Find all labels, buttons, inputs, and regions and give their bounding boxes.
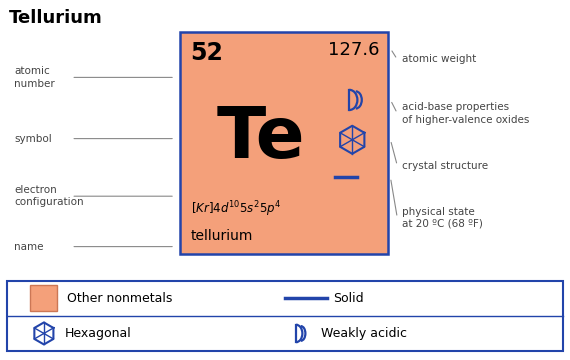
Text: atomic
number: atomic number: [14, 66, 55, 89]
Text: crystal structure: crystal structure: [402, 161, 488, 171]
FancyBboxPatch shape: [30, 285, 57, 311]
Text: Tellurium: Tellurium: [9, 9, 102, 27]
Text: 52: 52: [190, 41, 223, 66]
Text: physical state
at 20 ºC (68 ºF): physical state at 20 ºC (68 ºF): [402, 207, 483, 229]
Text: tellurium: tellurium: [191, 229, 253, 243]
Text: acid-base properties
of higher-valence oxides: acid-base properties of higher-valence o…: [402, 102, 529, 125]
Text: Te: Te: [217, 104, 305, 173]
Text: symbol: symbol: [14, 134, 52, 144]
Text: Other nonmetals: Other nonmetals: [67, 292, 173, 305]
Text: atomic weight: atomic weight: [402, 54, 476, 64]
FancyBboxPatch shape: [180, 32, 388, 254]
Text: Weakly acidic: Weakly acidic: [321, 327, 407, 340]
Text: name: name: [14, 242, 44, 252]
Text: $\mathit{[Kr]4d^{10}5s^{2}5p^{4}}$: $\mathit{[Kr]4d^{10}5s^{2}5p^{4}}$: [191, 199, 282, 219]
FancyBboxPatch shape: [7, 281, 563, 351]
Text: Hexagonal: Hexagonal: [65, 327, 132, 340]
Text: 127.6: 127.6: [328, 41, 379, 59]
Text: Solid: Solid: [333, 292, 364, 305]
Text: electron
configuration: electron configuration: [14, 185, 84, 207]
